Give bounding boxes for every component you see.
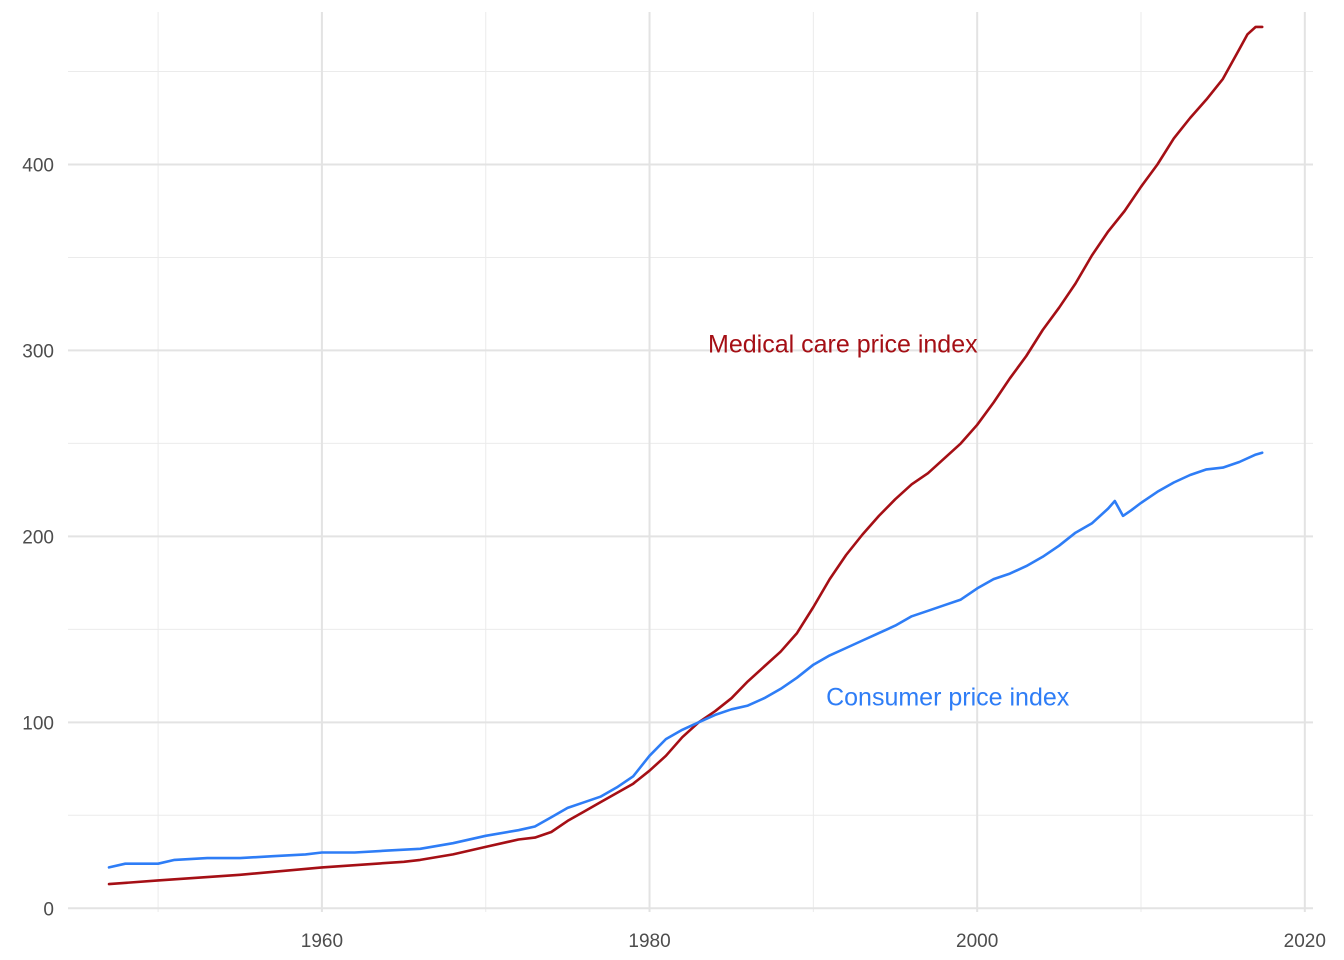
y-tick-label: 0 [43, 899, 54, 920]
x-tick-label: 2000 [956, 931, 998, 952]
x-tick-label: 1960 [301, 931, 343, 952]
x-tick-label: 2020 [1284, 931, 1326, 952]
y-axis-tick-labels: 0 100 200 300 400 [22, 155, 54, 920]
y-tick-label: 400 [22, 155, 54, 176]
consumer-price-index-line [107, 451, 1264, 869]
medical-care-price-index-line [107, 25, 1264, 886]
x-axis-tick-labels: 1960 1980 2000 2020 [301, 931, 1326, 952]
major-gridlines [68, 12, 1313, 912]
minor-gridlines [68, 12, 1313, 912]
consumer-price-index-label: Consumer price index [826, 684, 1070, 712]
x-tick-label: 1980 [628, 931, 670, 952]
series-labels: Medical care price index Consumer price i… [708, 330, 1070, 711]
y-tick-label: 100 [22, 713, 54, 734]
series-lines [107, 25, 1264, 886]
medical-care-price-index-label: Medical care price index [708, 330, 978, 358]
y-tick-label: 200 [22, 527, 54, 548]
y-tick-label: 300 [22, 341, 54, 362]
